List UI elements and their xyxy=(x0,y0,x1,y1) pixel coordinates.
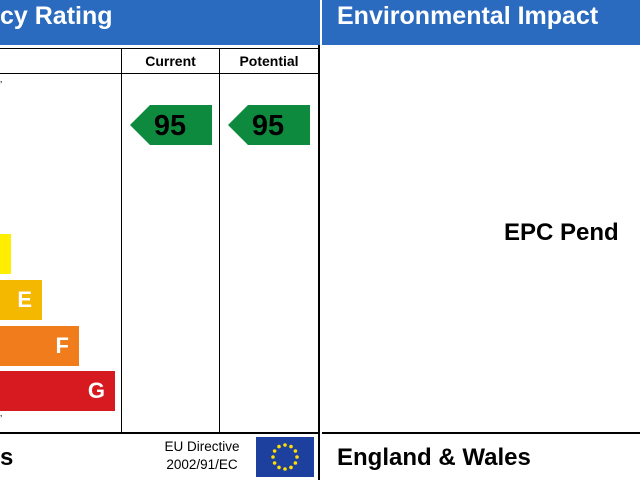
bottom-scale-tick: ’ xyxy=(0,414,3,425)
table-bottom-line xyxy=(0,432,320,434)
right-footer-top-line xyxy=(322,432,640,434)
current-rating-value: 95 xyxy=(154,110,186,142)
header-row-bottom-line xyxy=(0,73,320,74)
current-column-header: Current xyxy=(145,53,196,69)
right-panel-title: Environmental Impact xyxy=(337,2,599,30)
eu-directive-label: EU Directive 2002/91/EC xyxy=(152,438,252,474)
potential-column-header: Potential xyxy=(239,53,299,69)
right-title-bar xyxy=(322,0,640,45)
england-wales-label: England & Wales xyxy=(337,444,531,471)
top-scale-tick: ’ xyxy=(0,80,3,91)
left-panel-right-border xyxy=(318,45,320,480)
current-rating-arrow: 95 xyxy=(130,105,212,145)
rating-band-d xyxy=(0,234,11,274)
rating-band-g: G xyxy=(0,371,115,411)
eu-directive-line1: EU Directive xyxy=(164,439,240,454)
header-row-top-line xyxy=(0,48,320,49)
footer-left-text: s xyxy=(0,444,14,471)
left-panel-title: cy Rating xyxy=(0,2,113,30)
epc-pending-text: EPC Pend xyxy=(504,219,619,246)
potential-rating-value: 95 xyxy=(252,110,284,142)
current-column-divider xyxy=(121,48,122,433)
potential-column-divider xyxy=(219,48,220,433)
rating-band-e: E xyxy=(0,280,42,320)
rating-band-f: F xyxy=(0,326,79,366)
eu-directive-line2: 2002/91/EC xyxy=(166,457,238,472)
potential-rating-arrow: 95 xyxy=(228,105,310,145)
eu-flag-icon xyxy=(256,437,314,477)
left-title-bar xyxy=(0,0,320,45)
